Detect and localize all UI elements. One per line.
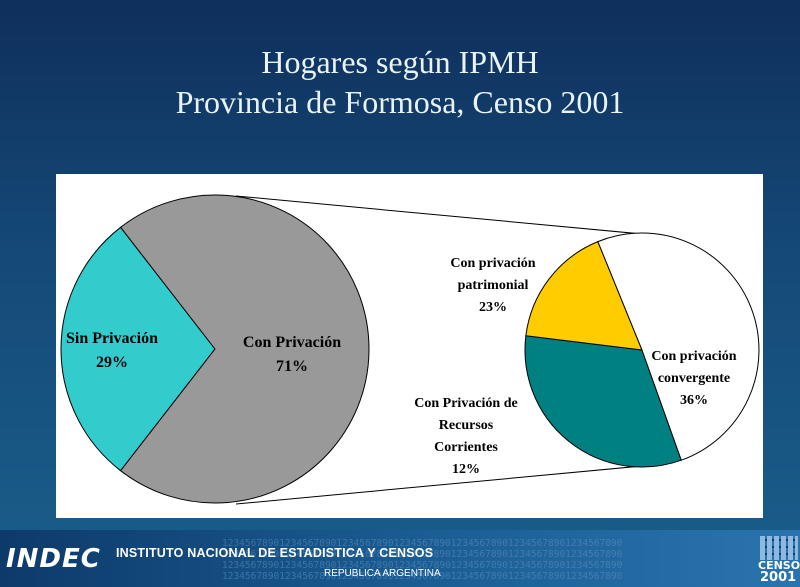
label-recursos-2: Recursos — [439, 418, 494, 433]
connector-bottom — [235, 465, 643, 505]
slice-convergente — [597, 232, 760, 461]
slide-title: Hogares según IPMH Provincia de Formosa,… — [0, 42, 800, 122]
connector-lines — [235, 195, 643, 505]
connector-top — [235, 195, 643, 235]
indec-logo: INDEC — [6, 544, 101, 574]
label-sin-privacion: Sin Privación — [66, 330, 158, 347]
country-name: REPUBLICA ARGENTINA — [324, 568, 441, 579]
slice-con-privacion — [119, 194, 370, 504]
chart-svg: Sin Privación 29% Con Privación 71% Con … — [60, 194, 760, 505]
institution-name: INSTITUTO NACIONAL DE ESTADISTICA Y CENS… — [116, 546, 434, 560]
pie-of-pie-chart: Sin Privación 29% Con Privación 71% Con … — [56, 174, 763, 518]
slice-recursos-corrientes — [525, 240, 643, 351]
footer-banner: 1234567890123456789012345678901234567890… — [0, 530, 800, 587]
census-year: 2001 — [760, 570, 797, 585]
title-line-2: Provincia de Formosa, Censo 2001 — [175, 84, 625, 120]
label-recursos-pct: 12% — [452, 462, 480, 477]
slice-sin-privacion — [60, 226, 216, 472]
sub-pie — [524, 232, 760, 468]
digits-background: 1234567890123456789012345678901234567890… — [222, 538, 623, 582]
census-word: CENSO — [758, 559, 800, 572]
label-convergente-2: convergente — [658, 371, 730, 386]
main-pie — [60, 194, 370, 504]
pie-labels: Sin Privación 29% Con Privación 71% Con … — [66, 256, 737, 477]
census-logo-grid — [760, 536, 798, 560]
label-patrimonial-1: Con privación — [450, 256, 535, 271]
label-recursos-1: Con Privación de — [414, 396, 517, 411]
label-con-privacion: Con Privación — [243, 334, 341, 351]
title-line-1: Hogares según IPMH — [261, 44, 539, 80]
slice-patrimonial — [524, 335, 682, 468]
label-con-privacion-pct: 71% — [276, 358, 308, 375]
census-2001-logo: CENSO 2001 — [758, 536, 800, 587]
label-patrimonial-pct: 23% — [479, 300, 507, 315]
label-recursos-3: Corrientes — [434, 440, 498, 455]
label-convergente-pct: 36% — [680, 393, 708, 408]
label-convergente-1: Con privación — [651, 349, 736, 364]
label-sin-privacion-pct: 29% — [96, 354, 128, 371]
label-patrimonial-2: patrimonial — [458, 278, 529, 293]
